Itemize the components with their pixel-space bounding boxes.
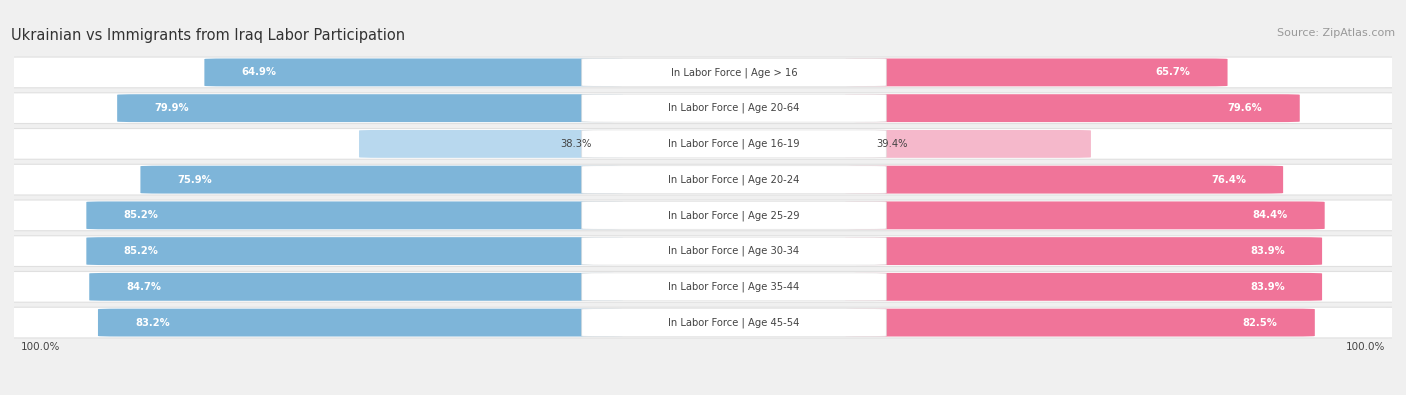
FancyBboxPatch shape [582,94,886,122]
Text: 38.3%: 38.3% [560,139,592,149]
Text: 84.4%: 84.4% [1253,211,1288,220]
FancyBboxPatch shape [582,308,886,337]
FancyBboxPatch shape [582,273,886,301]
Text: Ukrainian vs Immigrants from Iraq Labor Participation: Ukrainian vs Immigrants from Iraq Labor … [11,28,405,43]
FancyBboxPatch shape [359,130,623,158]
Text: In Labor Force | Age 30-34: In Labor Force | Age 30-34 [668,246,800,256]
FancyBboxPatch shape [117,94,623,122]
FancyBboxPatch shape [845,130,1091,158]
FancyBboxPatch shape [141,166,623,194]
Text: 84.7%: 84.7% [127,282,162,292]
Text: 83.9%: 83.9% [1250,282,1285,292]
FancyBboxPatch shape [98,308,623,337]
FancyBboxPatch shape [0,271,1406,302]
FancyBboxPatch shape [86,237,623,265]
FancyBboxPatch shape [845,273,1322,301]
Text: In Labor Force | Age > 16: In Labor Force | Age > 16 [671,67,797,78]
Text: 75.9%: 75.9% [177,175,212,184]
Text: 79.6%: 79.6% [1227,103,1263,113]
Text: 85.2%: 85.2% [124,211,159,220]
Text: In Labor Force | Age 25-29: In Labor Force | Age 25-29 [668,210,800,221]
Text: In Labor Force | Age 45-54: In Labor Force | Age 45-54 [668,317,800,328]
FancyBboxPatch shape [845,58,1227,87]
FancyBboxPatch shape [86,201,623,229]
FancyBboxPatch shape [582,130,886,158]
FancyBboxPatch shape [0,200,1406,231]
Text: 65.7%: 65.7% [1156,68,1191,77]
FancyBboxPatch shape [845,308,1315,337]
FancyBboxPatch shape [582,166,886,194]
FancyBboxPatch shape [89,273,623,301]
Text: 64.9%: 64.9% [242,68,277,77]
FancyBboxPatch shape [0,236,1406,267]
FancyBboxPatch shape [0,164,1406,195]
FancyBboxPatch shape [582,201,886,229]
Text: 39.4%: 39.4% [876,139,908,149]
FancyBboxPatch shape [845,166,1284,194]
FancyBboxPatch shape [582,237,886,265]
Text: 100.0%: 100.0% [1346,342,1385,352]
Text: In Labor Force | Age 16-19: In Labor Force | Age 16-19 [668,139,800,149]
Text: 82.5%: 82.5% [1243,318,1278,327]
Text: 85.2%: 85.2% [124,246,159,256]
Text: 76.4%: 76.4% [1211,175,1246,184]
Text: 83.9%: 83.9% [1250,246,1285,256]
FancyBboxPatch shape [845,201,1324,229]
FancyBboxPatch shape [845,237,1322,265]
FancyBboxPatch shape [0,57,1406,88]
Text: 83.2%: 83.2% [135,318,170,327]
FancyBboxPatch shape [0,307,1406,338]
Text: In Labor Force | Age 35-44: In Labor Force | Age 35-44 [668,282,800,292]
FancyBboxPatch shape [0,93,1406,124]
Text: 100.0%: 100.0% [21,342,60,352]
FancyBboxPatch shape [582,58,886,87]
Text: In Labor Force | Age 20-64: In Labor Force | Age 20-64 [668,103,800,113]
FancyBboxPatch shape [0,128,1406,159]
Text: In Labor Force | Age 20-24: In Labor Force | Age 20-24 [668,174,800,185]
Text: Source: ZipAtlas.com: Source: ZipAtlas.com [1277,28,1395,38]
FancyBboxPatch shape [845,94,1299,122]
FancyBboxPatch shape [204,58,623,87]
Text: 79.9%: 79.9% [155,103,188,113]
